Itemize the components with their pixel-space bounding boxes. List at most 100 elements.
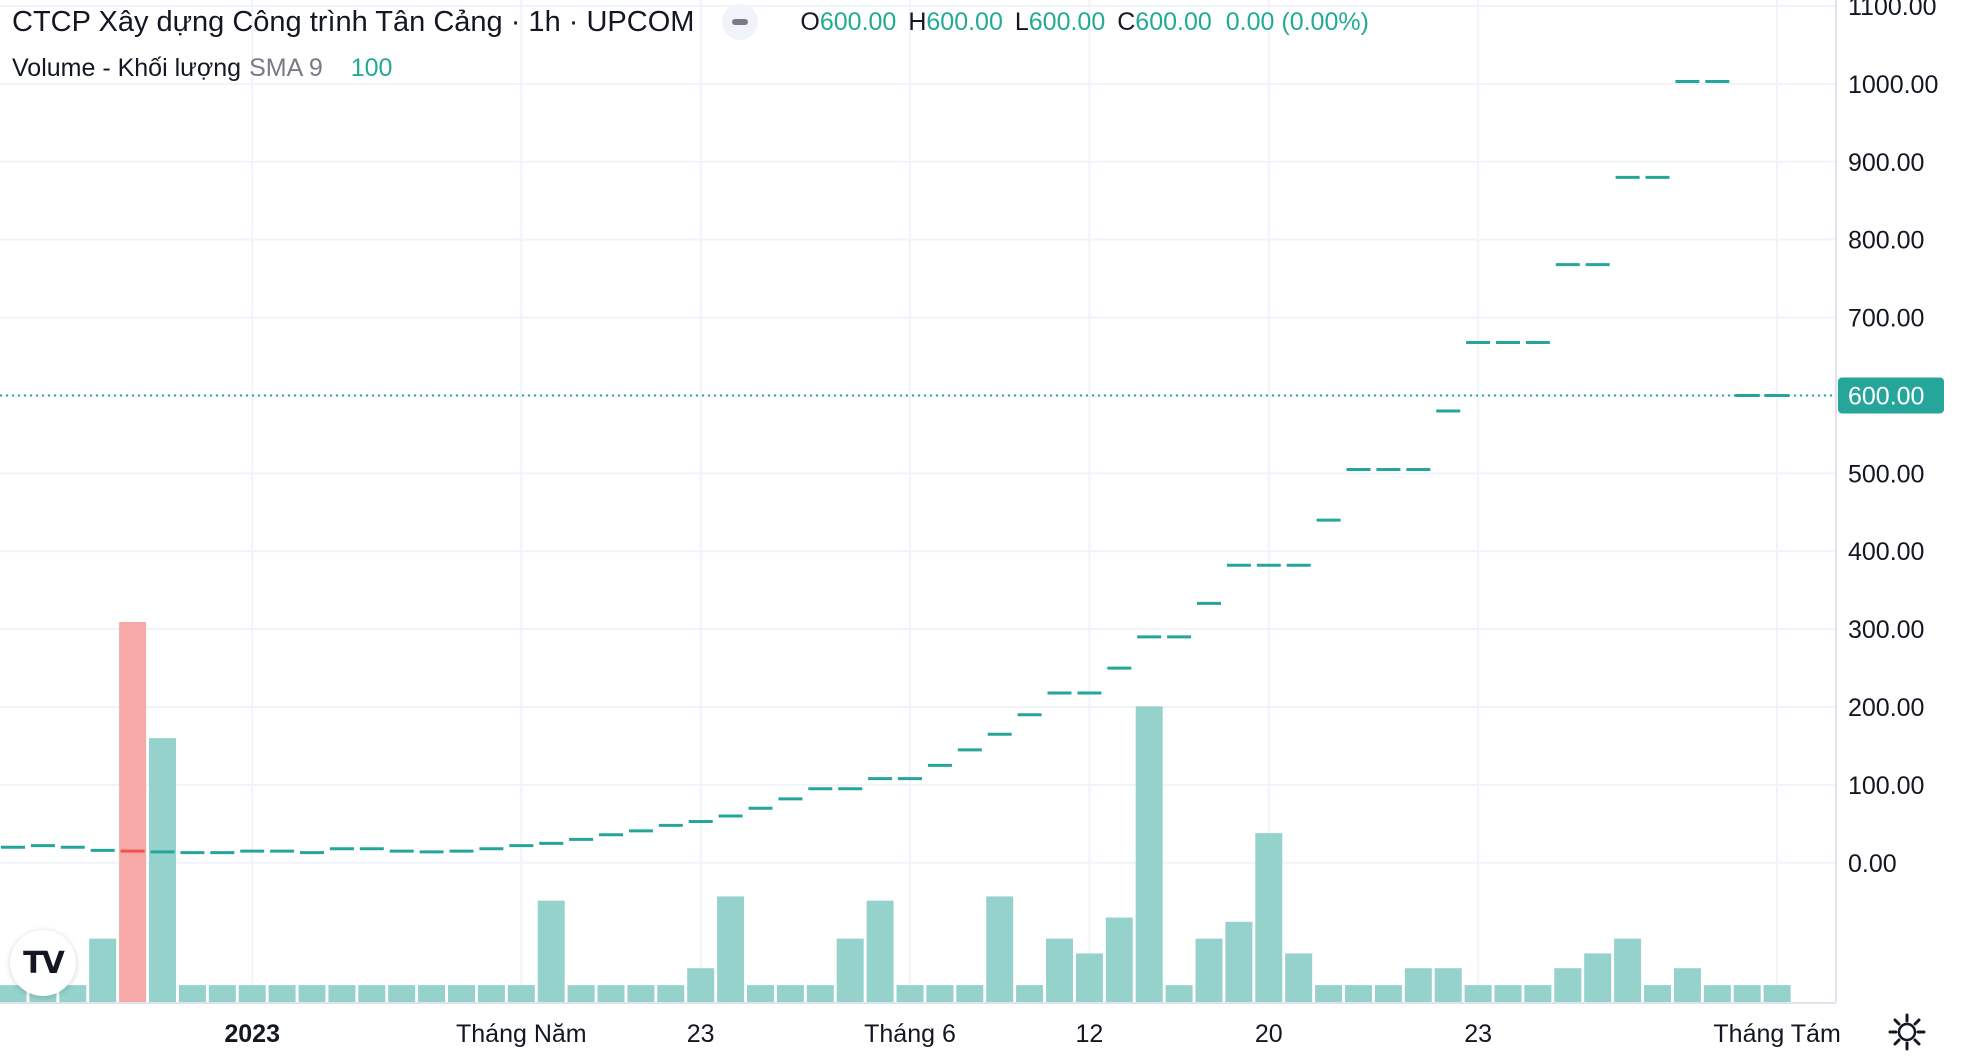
price-tick-label-0: 1100.00 [1848, 0, 1937, 21]
volume-bar-3 [89, 938, 117, 1002]
volume-bar-4 [119, 622, 147, 1002]
volume-bar-50 [1494, 985, 1522, 1002]
price-tick-label-11: 0.00 [1848, 850, 1897, 878]
volume-bar-54 [1614, 938, 1642, 1002]
low-value: 600.00 [1028, 7, 1106, 36]
price-tick-label-3: 800.00 [1848, 227, 1924, 255]
volume-bar-56 [1673, 968, 1701, 1002]
volume-bar-18 [537, 900, 565, 1002]
chart-legend: CTCP Xây dựng Công trình Tân Cảng · 1h ·… [12, 0, 1369, 90]
volume-bar-53 [1584, 953, 1612, 1002]
price-tick-label-7: 400.00 [1848, 538, 1924, 566]
volume-bar-32 [956, 985, 984, 1002]
time-tick-label-5: 20 [1255, 1020, 1283, 1048]
volume-bar-5 [149, 738, 176, 1002]
volume-bar-10 [298, 985, 326, 1002]
last-price-tag [1838, 377, 1944, 414]
volume-bar-48 [1434, 968, 1462, 1002]
volume-bar-35 [1046, 938, 1073, 1002]
legend-collapse-button[interactable] [722, 4, 759, 40]
volume-bar-47 [1404, 968, 1432, 1002]
volume-bar-20 [597, 985, 625, 1002]
volume-bar-26 [776, 985, 804, 1002]
volume-bar-29 [866, 900, 894, 1002]
price-marks [1, 80, 1790, 855]
volume-bar-27 [806, 985, 834, 1002]
volume-bar-19 [567, 985, 595, 1002]
price-tick-label-9: 200.00 [1848, 694, 1924, 722]
close-key: C [1117, 7, 1136, 36]
last-price-tag-label: 600.00 [1848, 382, 1924, 410]
price-tick-label-2: 900.00 [1848, 149, 1924, 177]
open-value: 600.00 [819, 7, 897, 36]
volume-bar-6 [178, 985, 206, 1002]
high-key: H [908, 7, 927, 36]
time-axis[interactable]: 2023 Tháng Năm 23 Tháng 6 12 20 23 Tháng Tám [0, 1002, 1841, 1048]
time-tick-label-7: Tháng Tám [1713, 1020, 1840, 1048]
volume-bar-16 [477, 985, 505, 1002]
volume-bar-55 [1644, 985, 1671, 1002]
volume-name: Volume - Khối lượng [12, 53, 242, 82]
low-key: L [1014, 7, 1029, 36]
time-tick-label-1: Tháng Năm [456, 1020, 587, 1048]
volume-bar-15 [448, 985, 475, 1002]
volume-bar-45 [1345, 985, 1372, 1002]
high-value: 600.00 [926, 7, 1003, 36]
volume-bar-58 [1733, 985, 1761, 1002]
volume-bar-42 [1255, 833, 1283, 1002]
volume-sma: SMA 9 [249, 53, 323, 82]
time-tick-label-0: 2023 [224, 1020, 280, 1048]
volume-bar-14 [418, 985, 446, 1002]
volume-bars [0, 622, 1791, 1002]
volume-bar-8 [238, 985, 266, 1002]
volume-bar-0 [0, 985, 27, 1002]
price-tick-label-10: 100.00 [1848, 772, 1924, 800]
volume-bar-33 [986, 896, 1014, 1002]
series-legend: CTCP Xây dựng Công trình Tân Cảng · 1h ·… [12, 0, 1369, 44]
volume-bar-17 [507, 985, 535, 1002]
volume-bar-12 [358, 985, 386, 1002]
time-tick-label-2: 23 [687, 1020, 715, 1048]
volume-bar-49 [1464, 985, 1492, 1002]
volume-bar-34 [1016, 985, 1044, 1002]
tradingview-logo-icon[interactable]: TV [10, 930, 76, 996]
time-tick-label-4: 12 [1075, 1020, 1103, 1048]
volume-bar-43 [1285, 953, 1313, 1002]
volume-bar-52 [1554, 968, 1582, 1002]
volume-bar-44 [1315, 985, 1343, 1002]
change-value: 0.00 (0.00%) [1225, 7, 1369, 36]
volume-legend[interactable]: Volume - Khối lượng SMA 9 100 [12, 46, 1369, 90]
price-tick-label-8: 300.00 [1848, 616, 1924, 644]
volume-bar-46 [1374, 985, 1402, 1002]
volume-bar-24 [717, 896, 745, 1002]
price-tick-label-6: 500.00 [1848, 460, 1924, 488]
volume-bar-7 [208, 985, 236, 1002]
symbol-title[interactable]: CTCP Xây dựng Công trình Tân Cảng · 1h ·… [12, 5, 695, 38]
volume-bar-9 [268, 985, 296, 1002]
price-tick-label-4: 700.00 [1848, 305, 1924, 333]
volume-bar-23 [687, 968, 715, 1002]
volume-bar-25 [747, 985, 774, 1002]
volume-bar-28 [836, 938, 864, 1002]
volume-bar-40 [1195, 938, 1223, 1002]
open-key: O [800, 7, 820, 36]
minus-icon [732, 19, 749, 25]
gear-icon[interactable] [1887, 1012, 1927, 1052]
volume-bar-2 [59, 985, 87, 1002]
close-value: 600.00 [1135, 7, 1212, 36]
volume-bar-13 [388, 985, 416, 1002]
volume-bar-59 [1763, 985, 1791, 1002]
volume-bar-38 [1135, 706, 1163, 1002]
volume-bar-11 [328, 985, 356, 1002]
volume-value: 100 [350, 53, 393, 82]
volume-bar-57 [1703, 985, 1731, 1002]
volume-bar-37 [1105, 917, 1133, 1002]
volume-bar-36 [1075, 953, 1103, 1002]
volume-bar-21 [627, 985, 655, 1002]
price-axis[interactable]: 1100.00 1000.00 900.00 800.00 700.00 500.00 40… [1835, 0, 1938, 1002]
volume-bar-51 [1524, 985, 1552, 1002]
price-tick-label-1: 1000.00 [1848, 71, 1938, 99]
volume-bar-39 [1165, 985, 1193, 1002]
